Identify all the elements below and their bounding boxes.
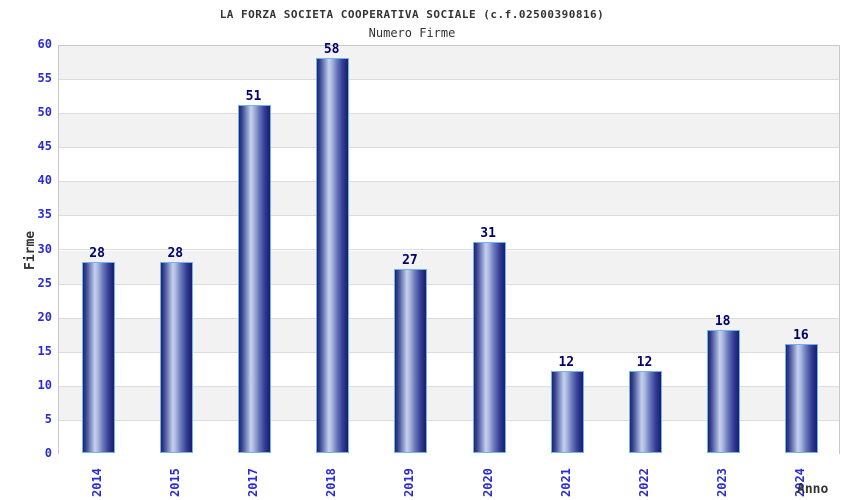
y-tick-label: 45: [37, 139, 52, 154]
y-tick-label: 20: [37, 309, 52, 324]
bar-2015: [159, 262, 193, 453]
bar-2018: [316, 57, 350, 453]
x-tick-label-2017: 2017: [246, 468, 260, 497]
bar-value-label: 27: [402, 252, 418, 268]
bar-value-label: 58: [323, 41, 340, 57]
x-tick-label-2020: 2020: [480, 468, 495, 497]
x-axis-title: Anno: [797, 482, 829, 497]
bar-value-label: 16: [793, 327, 809, 343]
y-tick-label: 30: [37, 241, 52, 256]
chart-subtitle: Numero Firme: [368, 26, 456, 40]
plot-band: [59, 80, 839, 115]
bar-value-label: 28: [89, 246, 105, 262]
bar-2014: [81, 262, 115, 453]
x-tick-label-2022: 2022: [637, 468, 651, 497]
y-tick-label: 10: [37, 377, 52, 392]
bar-2024: [785, 343, 819, 453]
x-tick-label-2023: 2023: [715, 468, 730, 497]
x-tick-label-2019: 2019: [402, 468, 417, 497]
bar-2020: [472, 241, 506, 453]
plot-band: [59, 46, 839, 81]
bar-value-label: 12: [636, 355, 653, 371]
y-tick-label: 60: [37, 37, 52, 51]
y-tick-label: 55: [37, 71, 52, 86]
bar-value-label: 28: [167, 246, 184, 262]
chart-title: LA FORZA SOCIETA COOPERATIVA SOCIALE (c.…: [219, 8, 605, 21]
plot-band: [59, 148, 839, 183]
bar-value-label: 18: [714, 314, 731, 330]
x-tick-label-2021: 2021: [558, 468, 573, 497]
plot-band: [59, 216, 839, 251]
bar-2021: [550, 371, 584, 453]
bar-2022: [629, 371, 662, 453]
bar-value-label: 12: [558, 355, 575, 371]
plot-band: [59, 114, 839, 149]
y-tick-label: 0: [44, 446, 52, 460]
y-tick-label: 25: [37, 275, 52, 290]
bar-2023: [707, 330, 741, 453]
y-tick-label: 15: [37, 343, 52, 358]
plot-area: [58, 45, 840, 455]
y-tick-label: 5: [44, 411, 52, 426]
y-axis-title: Firme: [23, 230, 38, 270]
y-tick-label: 40: [37, 173, 52, 188]
bar-2017: [238, 105, 271, 453]
x-tick-label-2018: 2018: [324, 468, 339, 497]
x-tick-label-2015: 2015: [167, 468, 182, 497]
bar-value-label: 51: [245, 89, 262, 105]
y-tick-label: 35: [37, 207, 52, 222]
y-tick-label: 50: [37, 105, 52, 120]
bar-2019: [394, 268, 428, 453]
plot-band: [59, 182, 839, 217]
x-tick-label-2014: 2014: [89, 468, 104, 497]
bar-value-label: 31: [480, 225, 496, 241]
